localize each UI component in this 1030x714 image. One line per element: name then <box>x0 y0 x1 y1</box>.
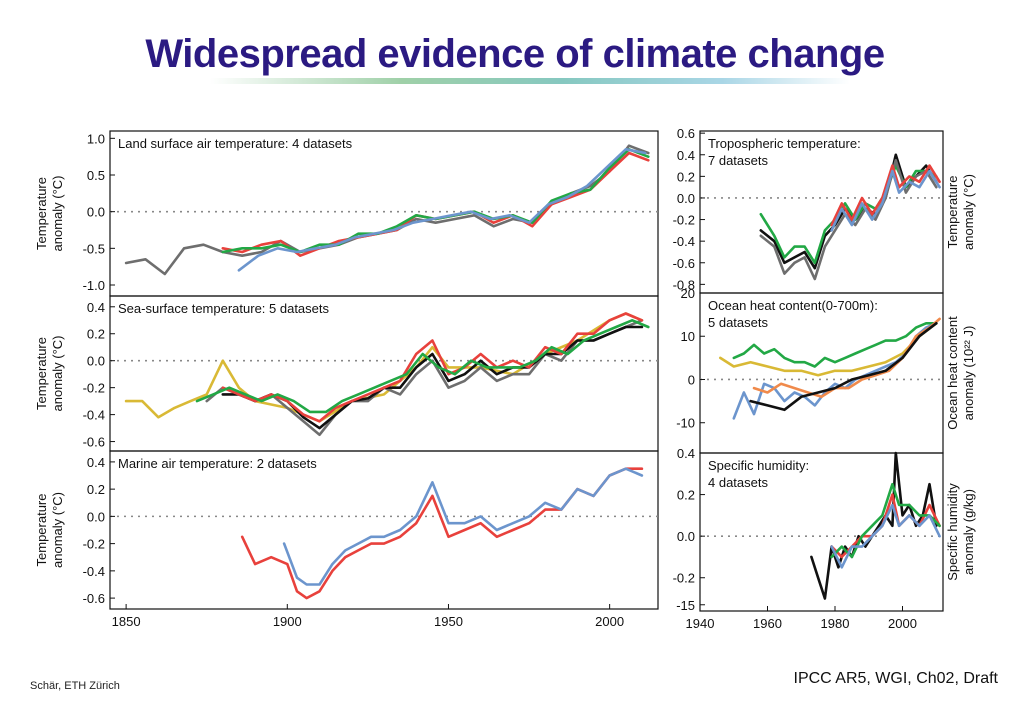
series-line-grey <box>205 318 644 437</box>
y-tick-label: 0.4 <box>87 455 105 470</box>
series-line-green <box>221 148 650 254</box>
y-tick-label: -0.4 <box>83 408 105 423</box>
chart-panel-6: 0.4 0.2 0.0 -0.2 -15 1940 1960 1980 2000 Specific… <box>673 446 976 631</box>
panel-title: Land surface air temperature: 4 datasets <box>118 136 353 151</box>
y-axis-label: anomaly (g/kg) <box>961 489 976 575</box>
series-line-red <box>240 467 644 600</box>
y-tick-label: 0 <box>688 372 695 387</box>
x-tick-label: 2000 <box>595 614 624 629</box>
panel-title: Ocean heat content(0-700m): <box>708 298 878 313</box>
y-tick-label: 0.0 <box>87 205 105 220</box>
panel-frame <box>109 295 659 452</box>
panel-title: Sea-surface temperature: 5 datasets <box>118 301 330 316</box>
y-axis-label: Temperature <box>34 177 49 250</box>
panel-title: 7 datasets <box>708 153 768 168</box>
y-axis-label: Ocean heat content <box>945 316 960 430</box>
panel-title: 5 datasets <box>708 315 768 330</box>
series-line-green <box>195 318 650 414</box>
y-tick-label: 0.2 <box>677 488 695 503</box>
x-tick-label: 1900 <box>273 614 302 629</box>
y-tick-label: -10 <box>676 416 695 431</box>
y-axis-label: anomaly (°C) <box>50 176 65 252</box>
y-tick-label: 0.4 <box>677 148 695 163</box>
slide-title: Widespread evidence of climate change <box>145 32 885 76</box>
chart-panel-4: 0.6 0.4 0.2 0.0 -0.2 -0.4 -0.6 -0.8 Tropospheric… <box>673 126 976 294</box>
y-axis-label: Temperature <box>34 337 49 410</box>
series-line-green <box>732 321 938 368</box>
series-line-blue <box>830 503 941 569</box>
x-tick-label: 1940 <box>686 616 715 631</box>
y-tick-label: 0.4 <box>677 446 695 461</box>
series-line-red <box>221 312 644 423</box>
y-axis-label: anomaly (°C) <box>50 492 65 568</box>
panel-frame <box>109 130 659 297</box>
y-axis-label: anomaly (10²² J) <box>961 326 976 421</box>
y-tick-label: -1.0 <box>83 278 105 293</box>
series-line-blue <box>830 169 941 232</box>
series-line-red <box>830 164 941 227</box>
footer-author: Schär, ETH Zürich <box>30 680 120 692</box>
panel-frame <box>699 452 944 612</box>
series-line-orange <box>752 317 941 399</box>
x-tick-label: 1960 <box>753 616 782 631</box>
panel-title: Specific humidity: <box>708 458 809 473</box>
series-line-grey <box>759 158 938 281</box>
x-tick-label: 1980 <box>821 616 850 631</box>
series-line-yellow <box>124 312 644 423</box>
y-tick-label: 1.0 <box>87 131 105 146</box>
y-tick-label: 0.0 <box>677 191 695 206</box>
footer-source: IPCC AR5, WGI, Ch02, Draft <box>793 670 999 687</box>
y-tick-label: -0.6 <box>83 435 105 450</box>
panel-title: Tropospheric temperature: <box>708 136 861 151</box>
panel-title: 4 datasets <box>708 475 768 490</box>
y-tick-label: -0.6 <box>673 256 695 271</box>
y-tick-label: 0.2 <box>87 482 105 497</box>
y-tick-label: -0.4 <box>83 564 105 579</box>
panel-frame <box>109 450 659 610</box>
y-tick-label: -0.6 <box>83 591 105 606</box>
y-tick-label: -0.2 <box>83 537 105 552</box>
series-line-black <box>749 321 938 412</box>
panel-title: Marine air temperature: 2 datasets <box>118 456 317 471</box>
y-tick-label: 0.0 <box>87 509 105 524</box>
series-line-blue <box>282 467 644 586</box>
series-line-grey <box>124 144 650 276</box>
y-tick-label: 0.0 <box>87 354 105 369</box>
series-line-blue <box>237 148 647 272</box>
series-line-black <box>759 153 938 270</box>
x-tick-label: 1950 <box>434 614 463 629</box>
chart-panel-2: 0.4 0.2 0.0 -0.2 -0.4 -0.6 Sea-surface tempera… <box>34 295 659 452</box>
series-line-red <box>221 151 650 257</box>
y-axis-label: Temperature <box>34 494 49 567</box>
y-tick-label: -0.2 <box>673 571 695 586</box>
y-axis-label: Specific humidity <box>945 483 960 581</box>
y-tick-label: 10 <box>681 329 695 344</box>
series-line-green <box>830 482 941 559</box>
chart-panel-3: 0.4 0.2 0.0 -0.2 -0.4 -0.6 1850 1900 1950 2000 Mar… <box>34 450 659 629</box>
y-tick-label: -0.4 <box>673 234 695 249</box>
y-tick-label: 0.6 <box>677 126 695 141</box>
y-tick-label: 0.2 <box>87 327 105 342</box>
y-tick-label: -0.8 <box>673 277 695 292</box>
y-tick-label: 0.2 <box>677 169 695 184</box>
y-tick-label: 0.4 <box>87 300 105 315</box>
chart-panel-1: 1.0 0.5 0.0 -0.5 -1.0 Land surface air temper… <box>34 130 659 297</box>
y-axis-label: anomaly (°C) <box>961 174 976 250</box>
y-tick-label: 0.0 <box>677 529 695 544</box>
y-tick-label: 20 <box>681 286 695 301</box>
title-underline <box>210 78 850 84</box>
y-tick-label: -0.2 <box>83 381 105 396</box>
y-tick-label: -0.5 <box>83 241 105 256</box>
series-line-yellow <box>718 321 938 377</box>
y-tick-label: -0.2 <box>673 213 695 228</box>
y-tick-label: 0.5 <box>87 168 105 183</box>
y-axis-label: Temperature <box>945 176 960 249</box>
x-tick-label: 2000 <box>888 616 917 631</box>
x-tick-label: 1850 <box>112 614 141 629</box>
y-tick-label: -15 <box>676 598 695 613</box>
chart-panel-5: 20 10 0 -10 Ocean heat content(0-700m): 5 dat… <box>676 286 976 454</box>
y-axis-label: anomaly (°C) <box>50 336 65 412</box>
